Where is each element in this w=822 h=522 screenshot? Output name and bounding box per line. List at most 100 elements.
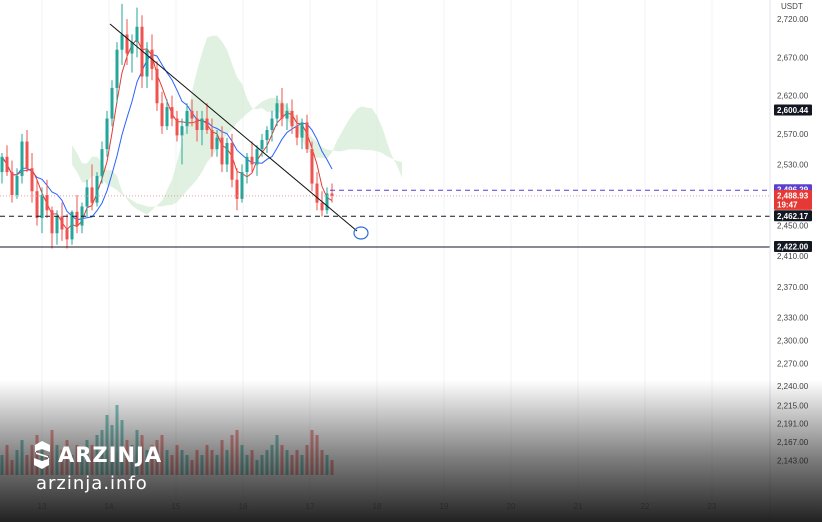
candle-body[interactable] xyxy=(210,130,214,150)
candle-body[interactable] xyxy=(90,187,94,203)
candle-body[interactable] xyxy=(10,172,14,196)
candle-body[interactable] xyxy=(185,110,189,127)
candle-body[interactable] xyxy=(200,118,204,131)
candle-body[interactable] xyxy=(100,149,104,176)
candle-body[interactable] xyxy=(20,141,24,176)
candle-body[interactable] xyxy=(95,175,99,203)
candle-body[interactable] xyxy=(300,122,304,138)
candle-body[interactable] xyxy=(265,130,269,140)
candle-body[interactable] xyxy=(25,141,29,169)
volume-bar xyxy=(240,445,244,475)
y-tick-label: 2,450.00 xyxy=(777,222,809,231)
candle-body[interactable] xyxy=(70,211,74,240)
x-tick-label: 13 xyxy=(38,502,47,511)
candle-body[interactable] xyxy=(220,137,224,165)
volume-bar xyxy=(260,455,264,475)
candle-body[interactable] xyxy=(50,210,54,234)
candle-body[interactable] xyxy=(105,118,109,150)
time-axis[interactable]: 13 14 15 16 17 18 19 20 21 22 23 xyxy=(38,502,717,511)
candle-body[interactable] xyxy=(235,179,239,199)
candle-body[interactable] xyxy=(55,216,59,234)
volume-bar xyxy=(305,445,309,475)
candle-body[interactable] xyxy=(230,143,234,180)
brand-name: ARZINJA xyxy=(58,443,163,467)
volume-bar xyxy=(5,445,9,475)
candle-body[interactable] xyxy=(165,107,169,127)
candle-body[interactable] xyxy=(110,87,114,119)
price-tag xyxy=(774,210,812,222)
volume-bar xyxy=(265,450,269,475)
candle-body[interactable] xyxy=(325,193,329,211)
candle-body[interactable] xyxy=(250,156,254,165)
price-tag-label: 2,462.17 xyxy=(777,212,809,221)
candle-body[interactable] xyxy=(280,103,284,119)
horizontal-lines[interactable] xyxy=(0,189,770,248)
candle-body[interactable] xyxy=(190,110,194,119)
x-tick-label: 14 xyxy=(105,502,114,511)
candle-body[interactable] xyxy=(0,156,4,173)
volume-bar xyxy=(270,445,274,475)
candle-body[interactable] xyxy=(145,49,149,77)
candle-body[interactable] xyxy=(320,202,324,211)
candle-body[interactable] xyxy=(175,118,179,136)
trendline-drawing[interactable] xyxy=(109,23,369,240)
candle-body[interactable] xyxy=(35,191,39,218)
candle-body[interactable] xyxy=(285,110,289,119)
candle-body[interactable] xyxy=(255,149,259,165)
candle-body[interactable] xyxy=(115,49,119,88)
volume-bar xyxy=(290,455,294,475)
candle-body[interactable] xyxy=(135,26,139,43)
volume-bar xyxy=(195,450,199,475)
candle-body[interactable] xyxy=(330,193,334,196)
candle-body[interactable] xyxy=(245,156,249,173)
candle-body[interactable] xyxy=(45,195,49,211)
volume-bar xyxy=(325,455,329,475)
candle-body[interactable] xyxy=(60,216,64,230)
candle-body[interactable] xyxy=(160,103,164,127)
price-tag-label: 2,422.00 xyxy=(777,243,809,252)
x-tick-label: 18 xyxy=(373,502,382,511)
volume-bar xyxy=(285,450,289,475)
volume-bar xyxy=(220,440,224,475)
downtrend-line[interactable] xyxy=(109,23,358,232)
candle-body[interactable] xyxy=(310,149,314,184)
candle-body[interactable] xyxy=(15,175,19,196)
candle-body[interactable] xyxy=(85,187,89,207)
candle-body[interactable] xyxy=(125,34,129,54)
candle-body[interactable] xyxy=(180,126,184,136)
candle-body[interactable] xyxy=(65,229,69,240)
candle-body[interactable] xyxy=(140,26,144,77)
y-tick-label: 2,167.00 xyxy=(777,438,809,447)
candle-body[interactable] xyxy=(130,42,134,54)
candle-body[interactable] xyxy=(270,118,274,131)
candle-body[interactable] xyxy=(260,139,264,150)
candle-body[interactable] xyxy=(5,156,9,173)
y-tick-label: 2,530.00 xyxy=(777,160,809,169)
candle-body[interactable] xyxy=(195,118,199,131)
candle-body[interactable] xyxy=(290,110,294,127)
volume-bar xyxy=(300,455,304,475)
x-tick-label: 21 xyxy=(574,502,583,511)
volume-bar xyxy=(320,450,324,475)
volume-bar xyxy=(295,450,299,475)
candle-body[interactable] xyxy=(75,211,79,226)
candle-body[interactable] xyxy=(315,183,319,203)
price-tag xyxy=(774,241,812,253)
candle-body[interactable] xyxy=(305,122,309,150)
arzinja-logo-icon xyxy=(34,441,50,469)
candle-body[interactable] xyxy=(240,172,244,199)
price-tag-label: 2,488.93 xyxy=(777,191,809,200)
candle-body[interactable] xyxy=(120,34,124,50)
candle-body[interactable] xyxy=(225,143,229,165)
candle-body[interactable] xyxy=(205,118,209,131)
volume-bar xyxy=(175,445,179,475)
volume-bar xyxy=(205,445,209,475)
candle-body[interactable] xyxy=(275,103,279,119)
target-circle[interactable] xyxy=(353,226,369,240)
candle-body[interactable] xyxy=(30,168,34,192)
candle-body[interactable] xyxy=(40,195,44,218)
candle-body[interactable] xyxy=(170,107,174,119)
candle-body[interactable] xyxy=(295,126,299,138)
candle-body[interactable] xyxy=(215,137,219,150)
candle-body[interactable] xyxy=(155,68,159,104)
